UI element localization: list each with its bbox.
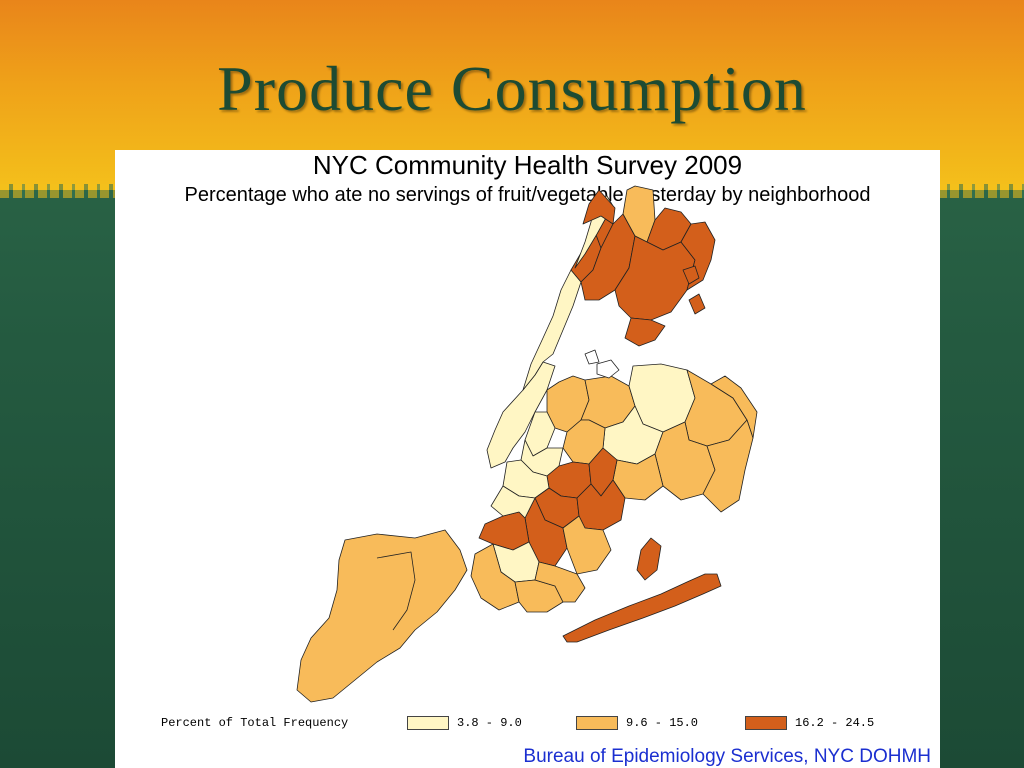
bronx-fordham-region: [582, 189, 616, 225]
bronx-pelham-islands: [682, 265, 700, 285]
map-title: NYC Community Health Survey 2009: [312, 150, 743, 180]
queens-southeast-region: [702, 419, 754, 513]
legend-swatch-low: [407, 716, 449, 730]
staten-island-divider: [376, 551, 416, 631]
legend-label-mid: 9.6 - 15.0: [626, 716, 699, 730]
city-island-region: [688, 293, 706, 315]
broad-channel-region: [636, 537, 662, 581]
bronx-hunts-point-region: [624, 317, 666, 347]
queens-little-neck-region: [710, 375, 758, 439]
brooklyn-sheepshead-bay-region: [534, 561, 586, 603]
brooklyn-sunset-park-region: [478, 511, 530, 551]
map-subtitle: Percentage who ate no servings of fruit/…: [184, 184, 871, 206]
brooklyn-canarsie-region: [562, 515, 612, 575]
source-credit: Bureau of Epidemiology Services, NYC DOH…: [523, 746, 931, 767]
nyc-neighborhood-map: [296, 185, 758, 703]
rikers-island-region: [596, 359, 620, 379]
map-legend: Percent of Total Frequency 3.8 - 9.0 9.6…: [115, 716, 940, 736]
brooklyn-park-slope-region: [490, 485, 536, 519]
rockaway-peninsula-region: [562, 573, 722, 643]
slide-title: Produce Consumption: [217, 53, 807, 124]
legend-swatch-mid: [576, 716, 618, 730]
randalls-island-region: [584, 349, 600, 365]
legend-label-high: 16.2 - 24.5: [795, 716, 875, 730]
legend-title: Percent of Total Frequency: [161, 716, 349, 730]
staten-island-region: [296, 529, 468, 703]
legend-swatch-high: [745, 716, 787, 730]
legend-label-low: 3.8 - 9.0: [457, 716, 522, 730]
map-panel: NYC Community Health Survey 2009 Percent…: [115, 150, 940, 768]
